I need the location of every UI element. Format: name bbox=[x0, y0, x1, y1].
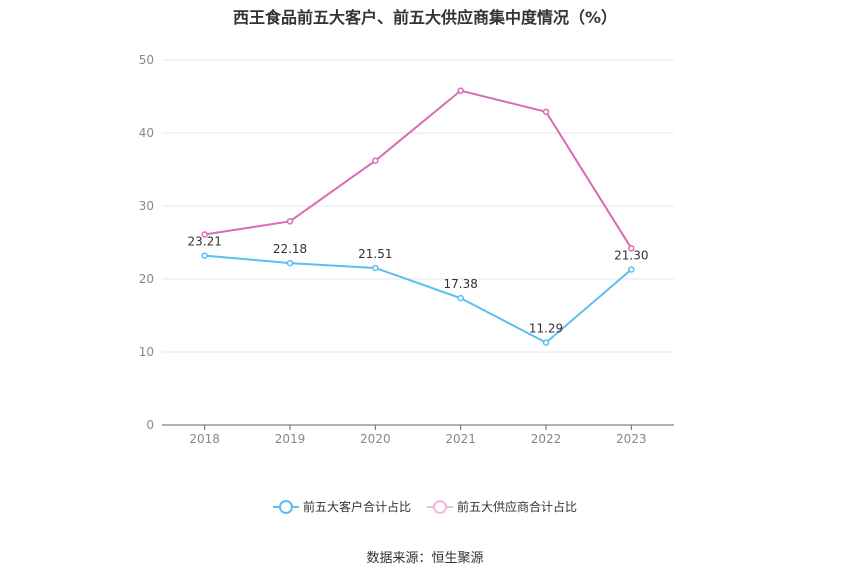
data-point bbox=[457, 294, 464, 302]
legend-symbol-customers bbox=[272, 499, 299, 514]
legend-item-suppliers[interactable]: 前五大供应商合计占比 bbox=[427, 498, 577, 515]
data-label: 11.29 bbox=[529, 322, 563, 336]
legend-symbol-suppliers bbox=[427, 499, 453, 514]
data-point bbox=[542, 108, 550, 116]
series bbox=[201, 87, 635, 346]
y-tick-label: 40 bbox=[139, 126, 154, 140]
grid-lines bbox=[162, 59, 674, 353]
data-point bbox=[372, 264, 379, 272]
axes: 0 10 20 30 40 50 2018 2019 2020 2021 2022 2023 bbox=[139, 53, 674, 446]
data-point bbox=[286, 259, 294, 267]
data-label: 17.38 bbox=[443, 277, 477, 291]
series-line-1 bbox=[204, 89, 633, 249]
x-tick-label: 2021 bbox=[445, 432, 476, 446]
x-tick-label: 2019 bbox=[275, 432, 306, 446]
x-tick-label: 2018 bbox=[189, 432, 220, 446]
x-tick-label: 2023 bbox=[616, 432, 647, 446]
data-point bbox=[286, 218, 294, 225]
data-point bbox=[628, 266, 635, 273]
chart-title: 西王食品前五大客户、前五大供应商集中度情况（%） bbox=[232, 8, 618, 27]
y-tick-label: 30 bbox=[139, 199, 154, 213]
data-label: 22.18 bbox=[273, 242, 307, 256]
data-source-note: 数据来源：恒生聚源 bbox=[366, 551, 484, 566]
y-tick-label: 0 bbox=[146, 418, 154, 432]
legend: 前五大客户合计占比 前五大供应商合计占比 bbox=[0, 498, 850, 515]
x-tick-label: 2022 bbox=[531, 432, 562, 446]
y-tick-label: 50 bbox=[139, 53, 154, 67]
data-point bbox=[457, 87, 464, 94]
series-line-0 bbox=[204, 254, 632, 344]
data-point bbox=[542, 339, 550, 346]
data-point bbox=[628, 245, 635, 252]
data-label: 21.51 bbox=[358, 247, 392, 261]
data-label: 23.21 bbox=[187, 235, 221, 249]
data-point bbox=[372, 157, 379, 164]
legend-label-customers: 前五大客户合计占比 bbox=[302, 500, 411, 514]
legend-item-customers[interactable]: 前五大客户合计占比 bbox=[272, 498, 411, 515]
y-tick-label: 10 bbox=[139, 345, 154, 359]
data-label: 21.30 bbox=[614, 249, 648, 263]
legend-label-suppliers: 前五大供应商合计占比 bbox=[457, 500, 578, 514]
x-tick-label: 2020 bbox=[360, 432, 391, 446]
data-point bbox=[201, 252, 208, 259]
y-tick-label: 20 bbox=[139, 272, 154, 286]
data-labels: 23.21 22.18 21.51 17.38 11.29 21.30 bbox=[187, 235, 648, 336]
data-point bbox=[201, 231, 208, 238]
